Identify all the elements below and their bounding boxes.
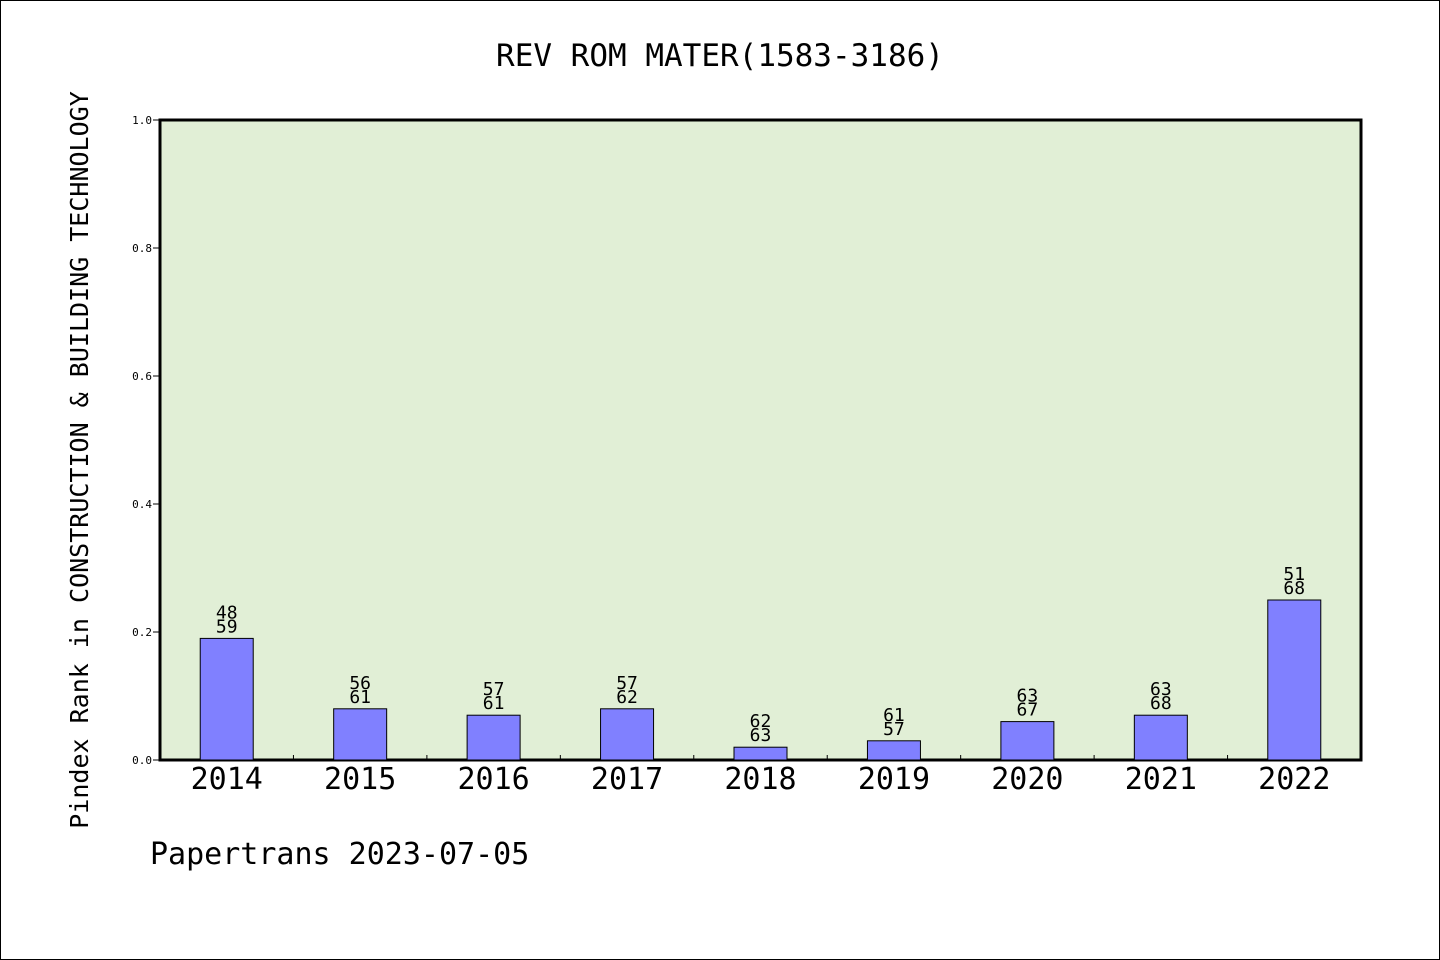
bar-label-top: 56 <box>349 673 371 694</box>
footer-credit: Papertrans 2023-07-05 <box>150 837 529 872</box>
bar <box>733 746 788 761</box>
y-tick-label: 0.6 <box>132 370 152 383</box>
y-axis-label: Pindex Rank in CONSTRUCTION & BUILDING T… <box>65 91 94 829</box>
bar-label-bottom: 57 <box>883 719 905 740</box>
x-tick-label: 2017 <box>591 762 663 797</box>
x-tick-label: 2020 <box>991 762 1063 797</box>
bar <box>600 708 655 761</box>
x-tick-label: 2015 <box>324 762 396 797</box>
x-tick-label: 2016 <box>457 762 529 797</box>
bar <box>333 708 388 761</box>
bar-label-bottom: 62 <box>616 687 638 708</box>
y-tick-label: 0.4 <box>132 498 152 511</box>
bar-label-top: 57 <box>483 679 505 700</box>
bar <box>866 740 921 761</box>
x-tick-label: 2018 <box>724 762 796 797</box>
bar <box>1000 721 1055 761</box>
bar <box>1267 599 1322 761</box>
x-tick-label: 2022 <box>1258 762 1330 797</box>
bar <box>199 637 254 761</box>
bar-label-bottom: 61 <box>483 693 505 714</box>
plot-area <box>158 118 1363 762</box>
x-axis: 2014 2015 2016 2017 2018 2019 2020 2021 2022 <box>191 755 1330 797</box>
bar-label-bottom: 68 <box>1283 578 1305 599</box>
bar-label-top: 51 <box>1283 564 1305 585</box>
bar <box>1133 714 1188 761</box>
y-tick-label: 1.0 <box>132 114 152 127</box>
bar-label-top: 63 <box>1150 679 1172 700</box>
x-tick-label: 2019 <box>858 762 930 797</box>
x-tick-label: 2021 <box>1125 762 1197 797</box>
bar-label-top: 61 <box>883 705 905 726</box>
bar-label-top: 57 <box>616 673 638 694</box>
y-tick-label: 0.0 <box>132 754 152 767</box>
bar-label-top: 63 <box>1017 686 1039 707</box>
bar-label-top: 62 <box>750 711 772 732</box>
bar-label-bottom: 59 <box>216 616 238 637</box>
bar-label-bottom: 63 <box>750 725 772 746</box>
bar <box>466 714 521 761</box>
y-axis: 0.0 0.2 0.4 0.6 0.8 1.0 <box>132 114 160 767</box>
bar-series <box>199 599 1322 761</box>
bar-label-bottom: 61 <box>349 687 371 708</box>
x-tick-label: 2014 <box>191 762 263 797</box>
y-tick-label: 0.2 <box>132 626 152 639</box>
y-tick-label: 0.8 <box>132 242 152 255</box>
bar-label-top: 48 <box>216 602 238 623</box>
bar-label-bottom: 67 <box>1017 700 1039 721</box>
bar-label-bottom: 68 <box>1150 693 1172 714</box>
chart-title: REV ROM MATER(1583-3186) <box>496 38 944 74</box>
